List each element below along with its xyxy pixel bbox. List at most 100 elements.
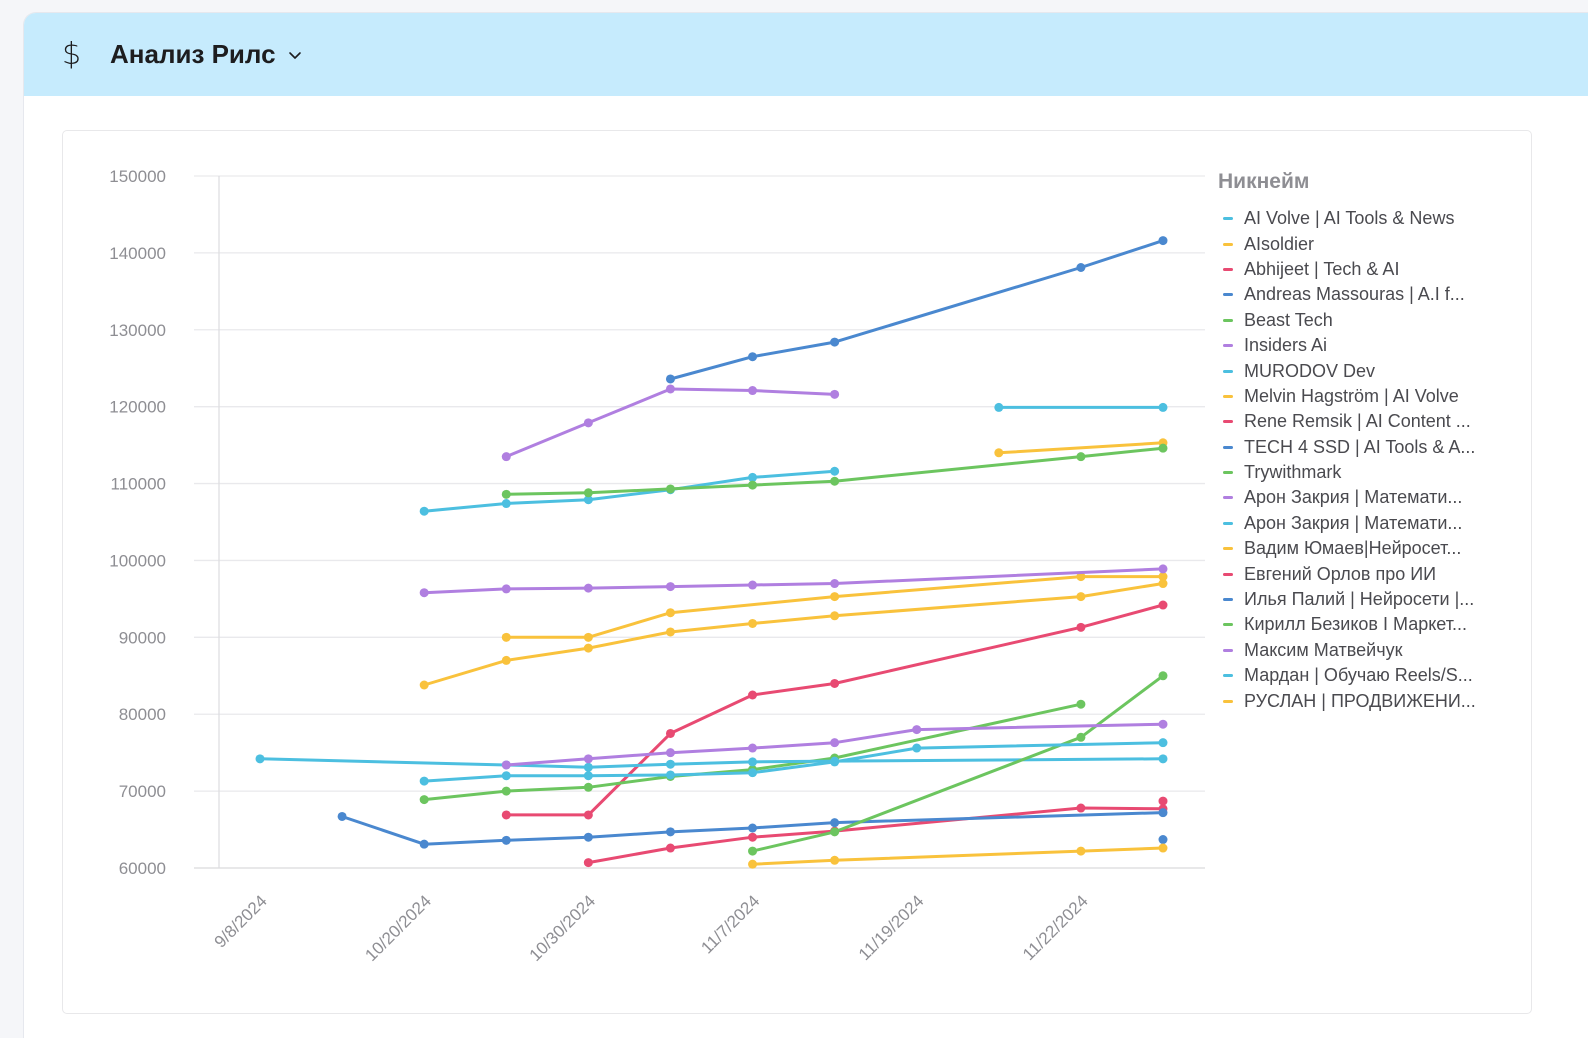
legend-item[interactable]: Вадим Юмаев|Нейросет... <box>1218 536 1508 561</box>
data-point[interactable] <box>583 495 593 505</box>
data-point[interactable] <box>419 680 429 690</box>
legend-item[interactable]: Кирилл Безиков I Маркет... <box>1218 612 1508 637</box>
data-point[interactable] <box>665 728 675 738</box>
data-point[interactable] <box>912 743 922 753</box>
data-point[interactable] <box>1158 738 1168 748</box>
data-point[interactable] <box>665 374 675 384</box>
legend-item[interactable]: MURODOV Dev <box>1218 358 1508 383</box>
data-point[interactable] <box>1076 803 1086 813</box>
data-point[interactable] <box>665 608 675 618</box>
legend-item[interactable]: Andreas Massouras | A.I f... <box>1218 282 1508 307</box>
legend-item[interactable]: Beast Tech <box>1218 308 1508 333</box>
data-point[interactable] <box>1076 592 1086 602</box>
data-point[interactable] <box>583 762 593 772</box>
data-point[interactable] <box>1158 236 1168 246</box>
data-point[interactable] <box>501 489 511 499</box>
data-point[interactable] <box>748 580 758 590</box>
data-point[interactable] <box>501 499 511 509</box>
data-point[interactable] <box>748 846 758 856</box>
data-point[interactable] <box>1158 754 1168 764</box>
data-point[interactable] <box>994 402 1004 412</box>
data-point[interactable] <box>1158 564 1168 574</box>
data-point[interactable] <box>830 389 840 399</box>
data-point[interactable] <box>1076 452 1086 462</box>
data-point[interactable] <box>583 754 593 764</box>
data-point[interactable] <box>1076 846 1086 856</box>
legend-item[interactable]: Abhijeet | Tech & AI <box>1218 257 1508 282</box>
data-point[interactable] <box>748 472 758 482</box>
data-point[interactable] <box>501 655 511 665</box>
data-point[interactable] <box>665 843 675 853</box>
data-point[interactable] <box>501 584 511 594</box>
data-point[interactable] <box>1158 443 1168 453</box>
data-point[interactable] <box>665 759 675 769</box>
legend-item[interactable]: Илья Палий | Нейросети |... <box>1218 587 1508 612</box>
data-point[interactable] <box>501 786 511 796</box>
data-point[interactable] <box>665 484 675 494</box>
data-point[interactable] <box>583 488 593 498</box>
data-point[interactable] <box>583 782 593 792</box>
legend-item[interactable]: Евгений Орлов про ИИ <box>1218 561 1508 586</box>
chevron-down-icon[interactable] <box>288 48 302 62</box>
data-point[interactable] <box>994 448 1004 458</box>
data-point[interactable] <box>1076 699 1086 709</box>
data-point[interactable] <box>665 770 675 780</box>
data-point[interactable] <box>830 476 840 486</box>
data-point[interactable] <box>748 618 758 628</box>
data-point[interactable] <box>748 757 758 767</box>
data-point[interactable] <box>748 743 758 753</box>
data-point[interactable] <box>830 592 840 602</box>
data-point[interactable] <box>748 768 758 778</box>
data-point[interactable] <box>583 643 593 653</box>
legend-item[interactable]: AI Volve | AI Tools & News <box>1218 206 1508 231</box>
data-point[interactable] <box>665 384 675 394</box>
data-point[interactable] <box>748 823 758 833</box>
data-point[interactable] <box>1076 572 1086 582</box>
legend-item[interactable]: Trywithmark <box>1218 460 1508 485</box>
data-point[interactable] <box>501 835 511 845</box>
data-point[interactable] <box>1158 719 1168 729</box>
data-point[interactable] <box>583 771 593 781</box>
data-point[interactable] <box>501 810 511 820</box>
data-point[interactable] <box>1158 808 1168 818</box>
data-point[interactable] <box>583 632 593 642</box>
data-point[interactable] <box>665 827 675 837</box>
data-point[interactable] <box>1158 671 1168 681</box>
legend-item[interactable]: Арон Закрия | Математи... <box>1218 485 1508 510</box>
data-point[interactable] <box>748 690 758 700</box>
data-point[interactable] <box>665 748 675 758</box>
data-point[interactable] <box>419 839 429 849</box>
data-point[interactable] <box>830 855 840 865</box>
legend-item[interactable]: Максим Матвейчук <box>1218 638 1508 663</box>
data-point[interactable] <box>501 452 511 462</box>
data-point[interactable] <box>583 418 593 428</box>
data-point[interactable] <box>419 588 429 598</box>
legend-item[interactable]: Мардан | Обучаю Reels/S... <box>1218 663 1508 688</box>
data-point[interactable] <box>583 810 593 820</box>
data-point[interactable] <box>1158 572 1168 582</box>
data-point[interactable] <box>583 832 593 842</box>
data-point[interactable] <box>830 337 840 347</box>
data-point[interactable] <box>830 466 840 476</box>
data-point[interactable] <box>1158 796 1168 806</box>
data-point[interactable] <box>748 480 758 490</box>
data-point[interactable] <box>830 611 840 621</box>
data-point[interactable] <box>583 858 593 868</box>
data-point[interactable] <box>419 776 429 786</box>
data-point[interactable] <box>337 811 347 821</box>
legend-item[interactable]: Insiders Ai <box>1218 333 1508 358</box>
data-point[interactable] <box>419 506 429 516</box>
data-point[interactable] <box>748 832 758 842</box>
data-point[interactable] <box>501 771 511 781</box>
data-point[interactable] <box>255 754 265 764</box>
data-point[interactable] <box>830 579 840 589</box>
data-point[interactable] <box>748 352 758 362</box>
legend-item[interactable]: TECH 4 SSD | AI Tools & A... <box>1218 435 1508 460</box>
legend-item[interactable]: РУСЛАН | ПРОДВИЖЕНИ... <box>1218 688 1508 713</box>
data-point[interactable] <box>748 859 758 869</box>
data-point[interactable] <box>583 583 593 593</box>
data-point[interactable] <box>830 738 840 748</box>
legend-item[interactable]: Арон Закрия | Математи... <box>1218 511 1508 536</box>
data-point[interactable] <box>665 582 675 592</box>
data-point[interactable] <box>1076 622 1086 632</box>
